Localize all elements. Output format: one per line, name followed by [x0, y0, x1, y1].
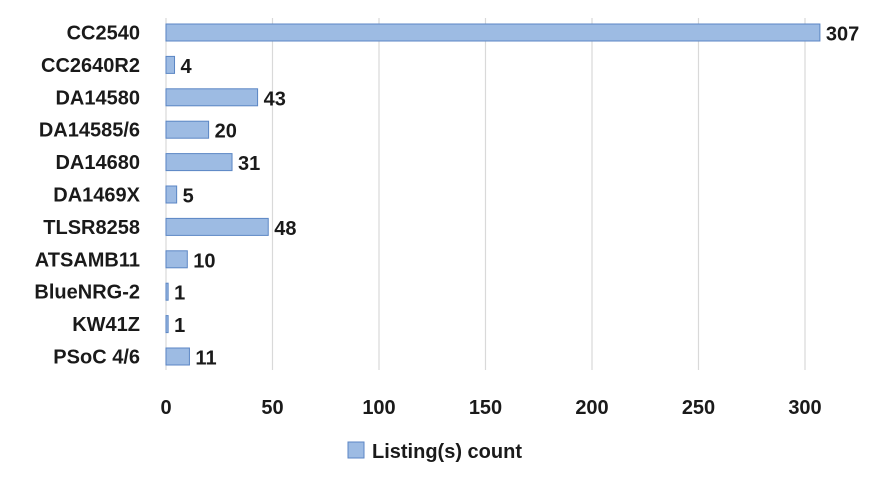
legend-swatch: [347, 441, 365, 459]
category-label: KW41Z: [72, 314, 140, 336]
x-tick-labels: 0 50 100 150 200 250 300: [160, 397, 821, 419]
bar: [165, 217, 269, 236]
x-tick-label: 100: [362, 397, 395, 419]
x-tick-label: 150: [469, 397, 502, 419]
bar: [165, 23, 821, 42]
bars: [165, 23, 821, 366]
category-label: DA1469X: [53, 185, 140, 207]
data-label: 43: [264, 88, 286, 110]
x-tick-label: 300: [788, 397, 821, 419]
x-tick-label: 250: [682, 397, 715, 419]
data-label: 48: [274, 218, 296, 240]
data-label: 4: [181, 56, 193, 78]
legend: Listing(s) count: [347, 441, 522, 463]
data-label: 307: [826, 24, 859, 46]
x-tick-label: 0: [160, 397, 171, 419]
x-tick-label: 200: [575, 397, 608, 419]
data-label: 5: [183, 186, 194, 208]
category-label: TLSR8258: [43, 217, 140, 239]
category-label: DA14680: [55, 152, 140, 174]
x-tick-label: 50: [261, 397, 283, 419]
bar: [165, 347, 190, 366]
bar: [165, 153, 233, 172]
bar: [165, 55, 176, 74]
legend-label: Listing(s) count: [372, 441, 522, 463]
category-label: PSoC 4/6: [53, 347, 140, 369]
data-label: 1: [174, 315, 185, 337]
data-label: 31: [238, 153, 260, 175]
category-label: DA14580: [55, 87, 140, 109]
gridlines: [165, 18, 806, 370]
bar: [165, 282, 169, 301]
bar: [165, 315, 169, 334]
bar: [165, 185, 178, 204]
bar: [165, 120, 210, 139]
bar: [165, 88, 259, 107]
category-label: ATSAMB11: [35, 249, 140, 271]
category-labels: CC2540 CC2640R2 DA14580 DA14585/6 DA14680 DA1…: [34, 23, 140, 369]
data-label: 20: [215, 121, 237, 143]
category-label: BlueNRG-2: [34, 282, 140, 304]
data-label: 11: [195, 348, 216, 370]
bar: [165, 250, 188, 269]
data-label: 1: [174, 283, 185, 305]
data-label: 10: [193, 250, 215, 272]
category-label: CC2640R2: [41, 55, 140, 77]
category-label: CC2540: [67, 23, 140, 45]
category-label: DA14585/6: [39, 120, 140, 142]
